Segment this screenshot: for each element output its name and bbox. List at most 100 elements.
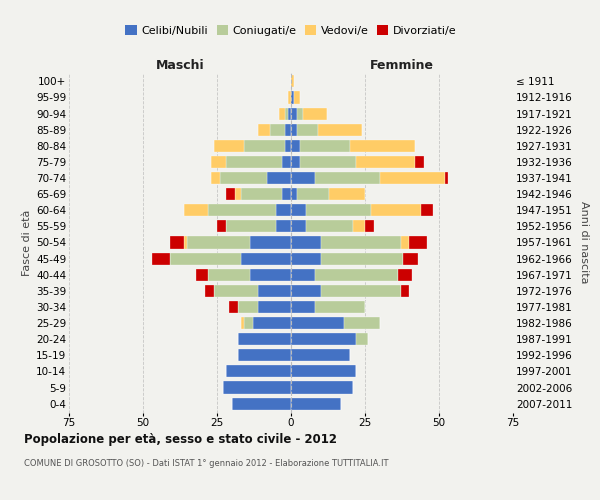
Bar: [253, 317, 291, 329]
Y-axis label: Anni di nascita: Anni di nascita: [579, 201, 589, 283]
Bar: [297, 108, 303, 120]
Bar: [291, 76, 294, 88]
Bar: [285, 140, 291, 152]
Bar: [291, 172, 314, 184]
Bar: [259, 124, 270, 136]
Bar: [226, 220, 276, 232]
Bar: [291, 350, 350, 362]
Bar: [276, 204, 291, 216]
Bar: [401, 236, 409, 248]
Bar: [223, 382, 291, 394]
Bar: [314, 268, 398, 281]
Text: Maschi: Maschi: [155, 58, 205, 71]
Bar: [445, 172, 448, 184]
Bar: [291, 398, 341, 409]
Bar: [238, 333, 291, 345]
Bar: [401, 285, 409, 297]
Bar: [226, 366, 291, 378]
Bar: [320, 252, 403, 264]
Bar: [291, 317, 344, 329]
Bar: [285, 124, 291, 136]
Bar: [314, 172, 380, 184]
Bar: [294, 92, 300, 104]
Bar: [279, 108, 285, 120]
Bar: [291, 156, 300, 168]
Bar: [403, 252, 418, 264]
Bar: [300, 156, 356, 168]
Bar: [288, 108, 291, 120]
Bar: [409, 236, 427, 248]
Bar: [241, 317, 244, 329]
Bar: [371, 204, 421, 216]
Text: COMUNE DI GROSOTTO (SO) - Dati ISTAT 1° gennaio 2012 - Elaborazione TUTTITALIA.I: COMUNE DI GROSOTTO (SO) - Dati ISTAT 1° …: [24, 459, 389, 468]
Bar: [320, 236, 401, 248]
Bar: [205, 285, 214, 297]
Bar: [229, 301, 238, 313]
Bar: [297, 124, 317, 136]
Bar: [291, 366, 356, 378]
Y-axis label: Fasce di età: Fasce di età: [22, 210, 32, 276]
Bar: [320, 285, 401, 297]
Bar: [270, 124, 285, 136]
Bar: [220, 172, 268, 184]
Bar: [238, 301, 259, 313]
Bar: [282, 188, 291, 200]
Bar: [170, 236, 184, 248]
Bar: [350, 140, 415, 152]
Bar: [380, 172, 445, 184]
Bar: [187, 236, 250, 248]
Bar: [250, 268, 291, 281]
Bar: [214, 285, 259, 297]
Bar: [259, 285, 291, 297]
Bar: [306, 220, 353, 232]
Bar: [344, 317, 380, 329]
Bar: [291, 108, 297, 120]
Bar: [356, 333, 368, 345]
Bar: [184, 204, 208, 216]
Bar: [250, 236, 291, 248]
Bar: [268, 172, 291, 184]
Bar: [211, 156, 226, 168]
Bar: [241, 188, 282, 200]
Bar: [317, 124, 362, 136]
Bar: [291, 236, 320, 248]
Bar: [232, 398, 291, 409]
Bar: [356, 156, 415, 168]
Bar: [291, 285, 320, 297]
Bar: [170, 252, 241, 264]
Bar: [291, 188, 297, 200]
Bar: [329, 188, 365, 200]
Legend: Celibi/Nubili, Coniugati/e, Vedovi/e, Divorziati/e: Celibi/Nubili, Coniugati/e, Vedovi/e, Di…: [125, 26, 457, 36]
Bar: [291, 140, 300, 152]
Bar: [291, 382, 353, 394]
Bar: [288, 92, 291, 104]
Bar: [398, 268, 412, 281]
Bar: [244, 140, 285, 152]
Bar: [297, 188, 329, 200]
Bar: [314, 301, 365, 313]
Bar: [291, 92, 294, 104]
Text: Femmine: Femmine: [370, 58, 434, 71]
Bar: [238, 350, 291, 362]
Bar: [214, 140, 244, 152]
Bar: [211, 172, 220, 184]
Bar: [241, 252, 291, 264]
Bar: [303, 108, 326, 120]
Bar: [291, 333, 356, 345]
Bar: [276, 220, 291, 232]
Bar: [291, 252, 320, 264]
Bar: [226, 156, 282, 168]
Bar: [259, 301, 291, 313]
Bar: [196, 268, 208, 281]
Bar: [235, 188, 241, 200]
Bar: [285, 108, 288, 120]
Bar: [365, 220, 374, 232]
Bar: [353, 220, 365, 232]
Bar: [421, 204, 433, 216]
Text: Popolazione per età, sesso e stato civile - 2012: Popolazione per età, sesso e stato civil…: [24, 432, 337, 446]
Bar: [244, 317, 253, 329]
Bar: [208, 204, 276, 216]
Bar: [415, 156, 424, 168]
Bar: [226, 188, 235, 200]
Bar: [184, 236, 187, 248]
